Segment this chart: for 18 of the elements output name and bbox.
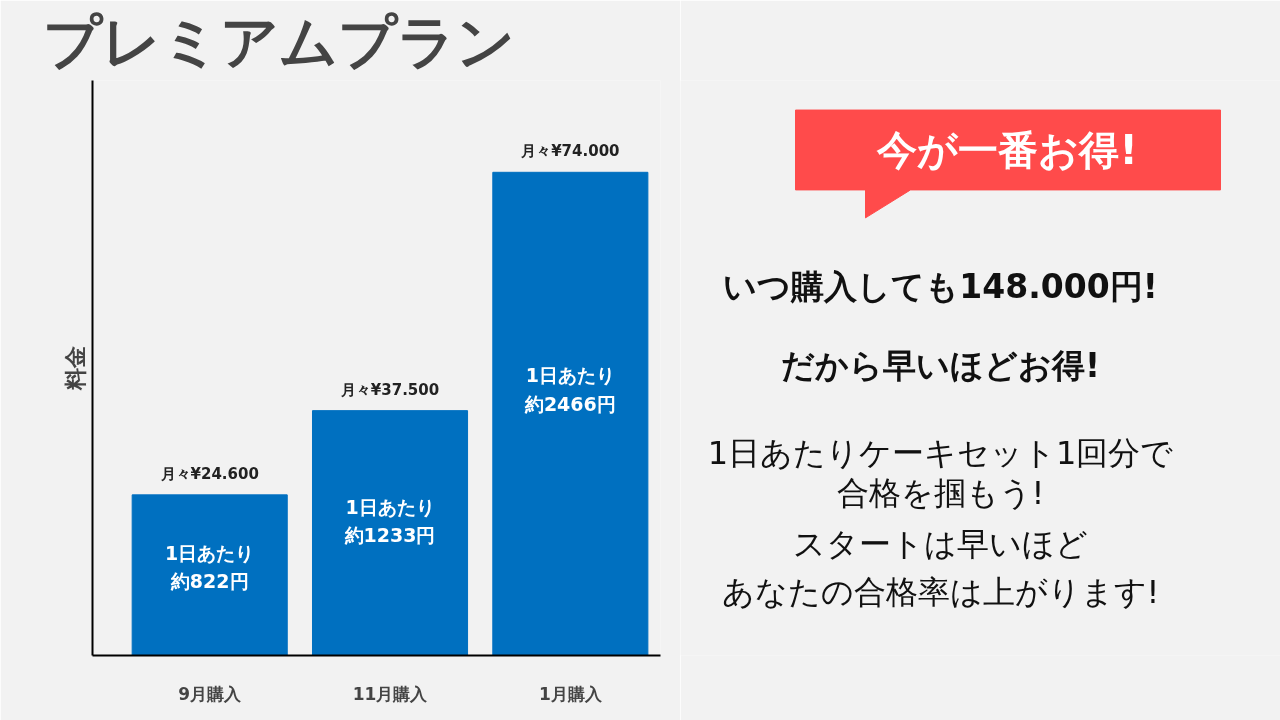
text: いつ購入しても148.000円!	[723, 267, 1158, 307]
x-tick-label: 11月購入	[352, 683, 429, 704]
text: だから早いほどお得!	[780, 346, 1101, 386]
data-label: 月々¥74.000	[520, 142, 620, 161]
text: 合格を掴もう!	[836, 474, 1045, 513]
text: 今が一番お得!	[876, 126, 1138, 173]
text: 1日あたりケーキセット1回分で	[707, 433, 1174, 472]
annotation: 1日あたり約2466円	[523, 364, 616, 416]
x-tick-label: 1月購入	[538, 683, 603, 704]
data-label: 月々¥24.600	[159, 464, 259, 483]
text: あなたの合格率は上がります!	[721, 573, 1160, 612]
annotation: 1日あたり約1233円	[343, 495, 436, 547]
annotation: 1日あたり約822円	[165, 541, 255, 593]
chart-title: プレミアムプラン	[42, 7, 515, 76]
x-tick-label: 9月購入	[178, 683, 243, 704]
data-label: 月々¥37.500	[339, 380, 440, 399]
y-axis-title: 料金	[62, 346, 88, 391]
text: スタートは早いほど	[793, 524, 1088, 563]
